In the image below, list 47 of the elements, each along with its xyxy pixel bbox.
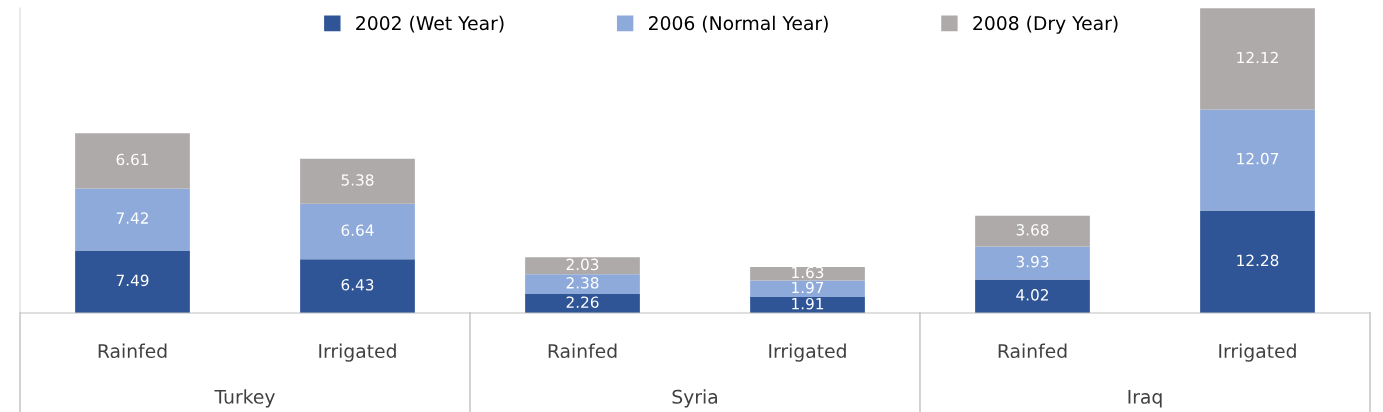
bar bbox=[300, 259, 415, 313]
text: Iraq bbox=[1128, 389, 1162, 408]
data-label: 1.91 bbox=[792, 297, 824, 310]
data-label: 12.12 bbox=[1237, 51, 1278, 64]
data-label: 6.64 bbox=[341, 224, 374, 236]
bar bbox=[975, 246, 1090, 280]
bar bbox=[300, 203, 415, 260]
bar bbox=[75, 133, 190, 189]
x-tick-label: Rainfed bbox=[98, 343, 167, 359]
x-tick-label: Rainfed bbox=[548, 343, 617, 359]
bar bbox=[750, 266, 865, 281]
bar bbox=[75, 188, 190, 251]
bar bbox=[975, 215, 1090, 247]
bar bbox=[1200, 109, 1315, 211]
bar bbox=[1200, 210, 1315, 313]
bar bbox=[525, 257, 640, 275]
bar bbox=[525, 274, 640, 295]
legend-label: 2002 (Wet Year) bbox=[356, 15, 504, 33]
x-tick-label: Rainfed bbox=[998, 343, 1067, 359]
data-label: 6.61 bbox=[116, 153, 149, 166]
data-label: 2.26 bbox=[566, 296, 599, 308]
data-label: 7.49 bbox=[116, 274, 149, 287]
text: Turkey bbox=[214, 389, 275, 408]
data-label: 4.02 bbox=[1016, 289, 1048, 301]
x-tick-label: Irrigated bbox=[769, 343, 846, 362]
bar bbox=[1200, 8, 1315, 110]
x-tick-label: Irrigated bbox=[1219, 343, 1296, 362]
text: Syria bbox=[672, 389, 717, 408]
data-label: 3.93 bbox=[1016, 255, 1049, 268]
data-label: 1.63 bbox=[792, 266, 824, 279]
data-label: 5.38 bbox=[341, 174, 374, 186]
data-label: 3.68 bbox=[1016, 224, 1049, 236]
data-label: 1.97 bbox=[792, 281, 824, 294]
data-label: 12.07 bbox=[1237, 152, 1279, 165]
data-label: 2.03 bbox=[566, 258, 599, 271]
bar bbox=[75, 250, 190, 313]
x-tick-label: Irrigated bbox=[319, 343, 396, 362]
bar bbox=[300, 158, 415, 204]
data-label: 12.28 bbox=[1237, 254, 1279, 267]
bar bbox=[750, 280, 865, 298]
bar bbox=[975, 279, 1090, 313]
data-label: 6.43 bbox=[341, 279, 374, 291]
data-label: 2.38 bbox=[566, 277, 599, 289]
legend-label: 2008 (Dry Year) bbox=[973, 15, 1118, 34]
data-label: 7.42 bbox=[116, 212, 148, 224]
bar bbox=[525, 294, 640, 313]
legend-label: 2006 (Normal Year) bbox=[649, 15, 828, 33]
